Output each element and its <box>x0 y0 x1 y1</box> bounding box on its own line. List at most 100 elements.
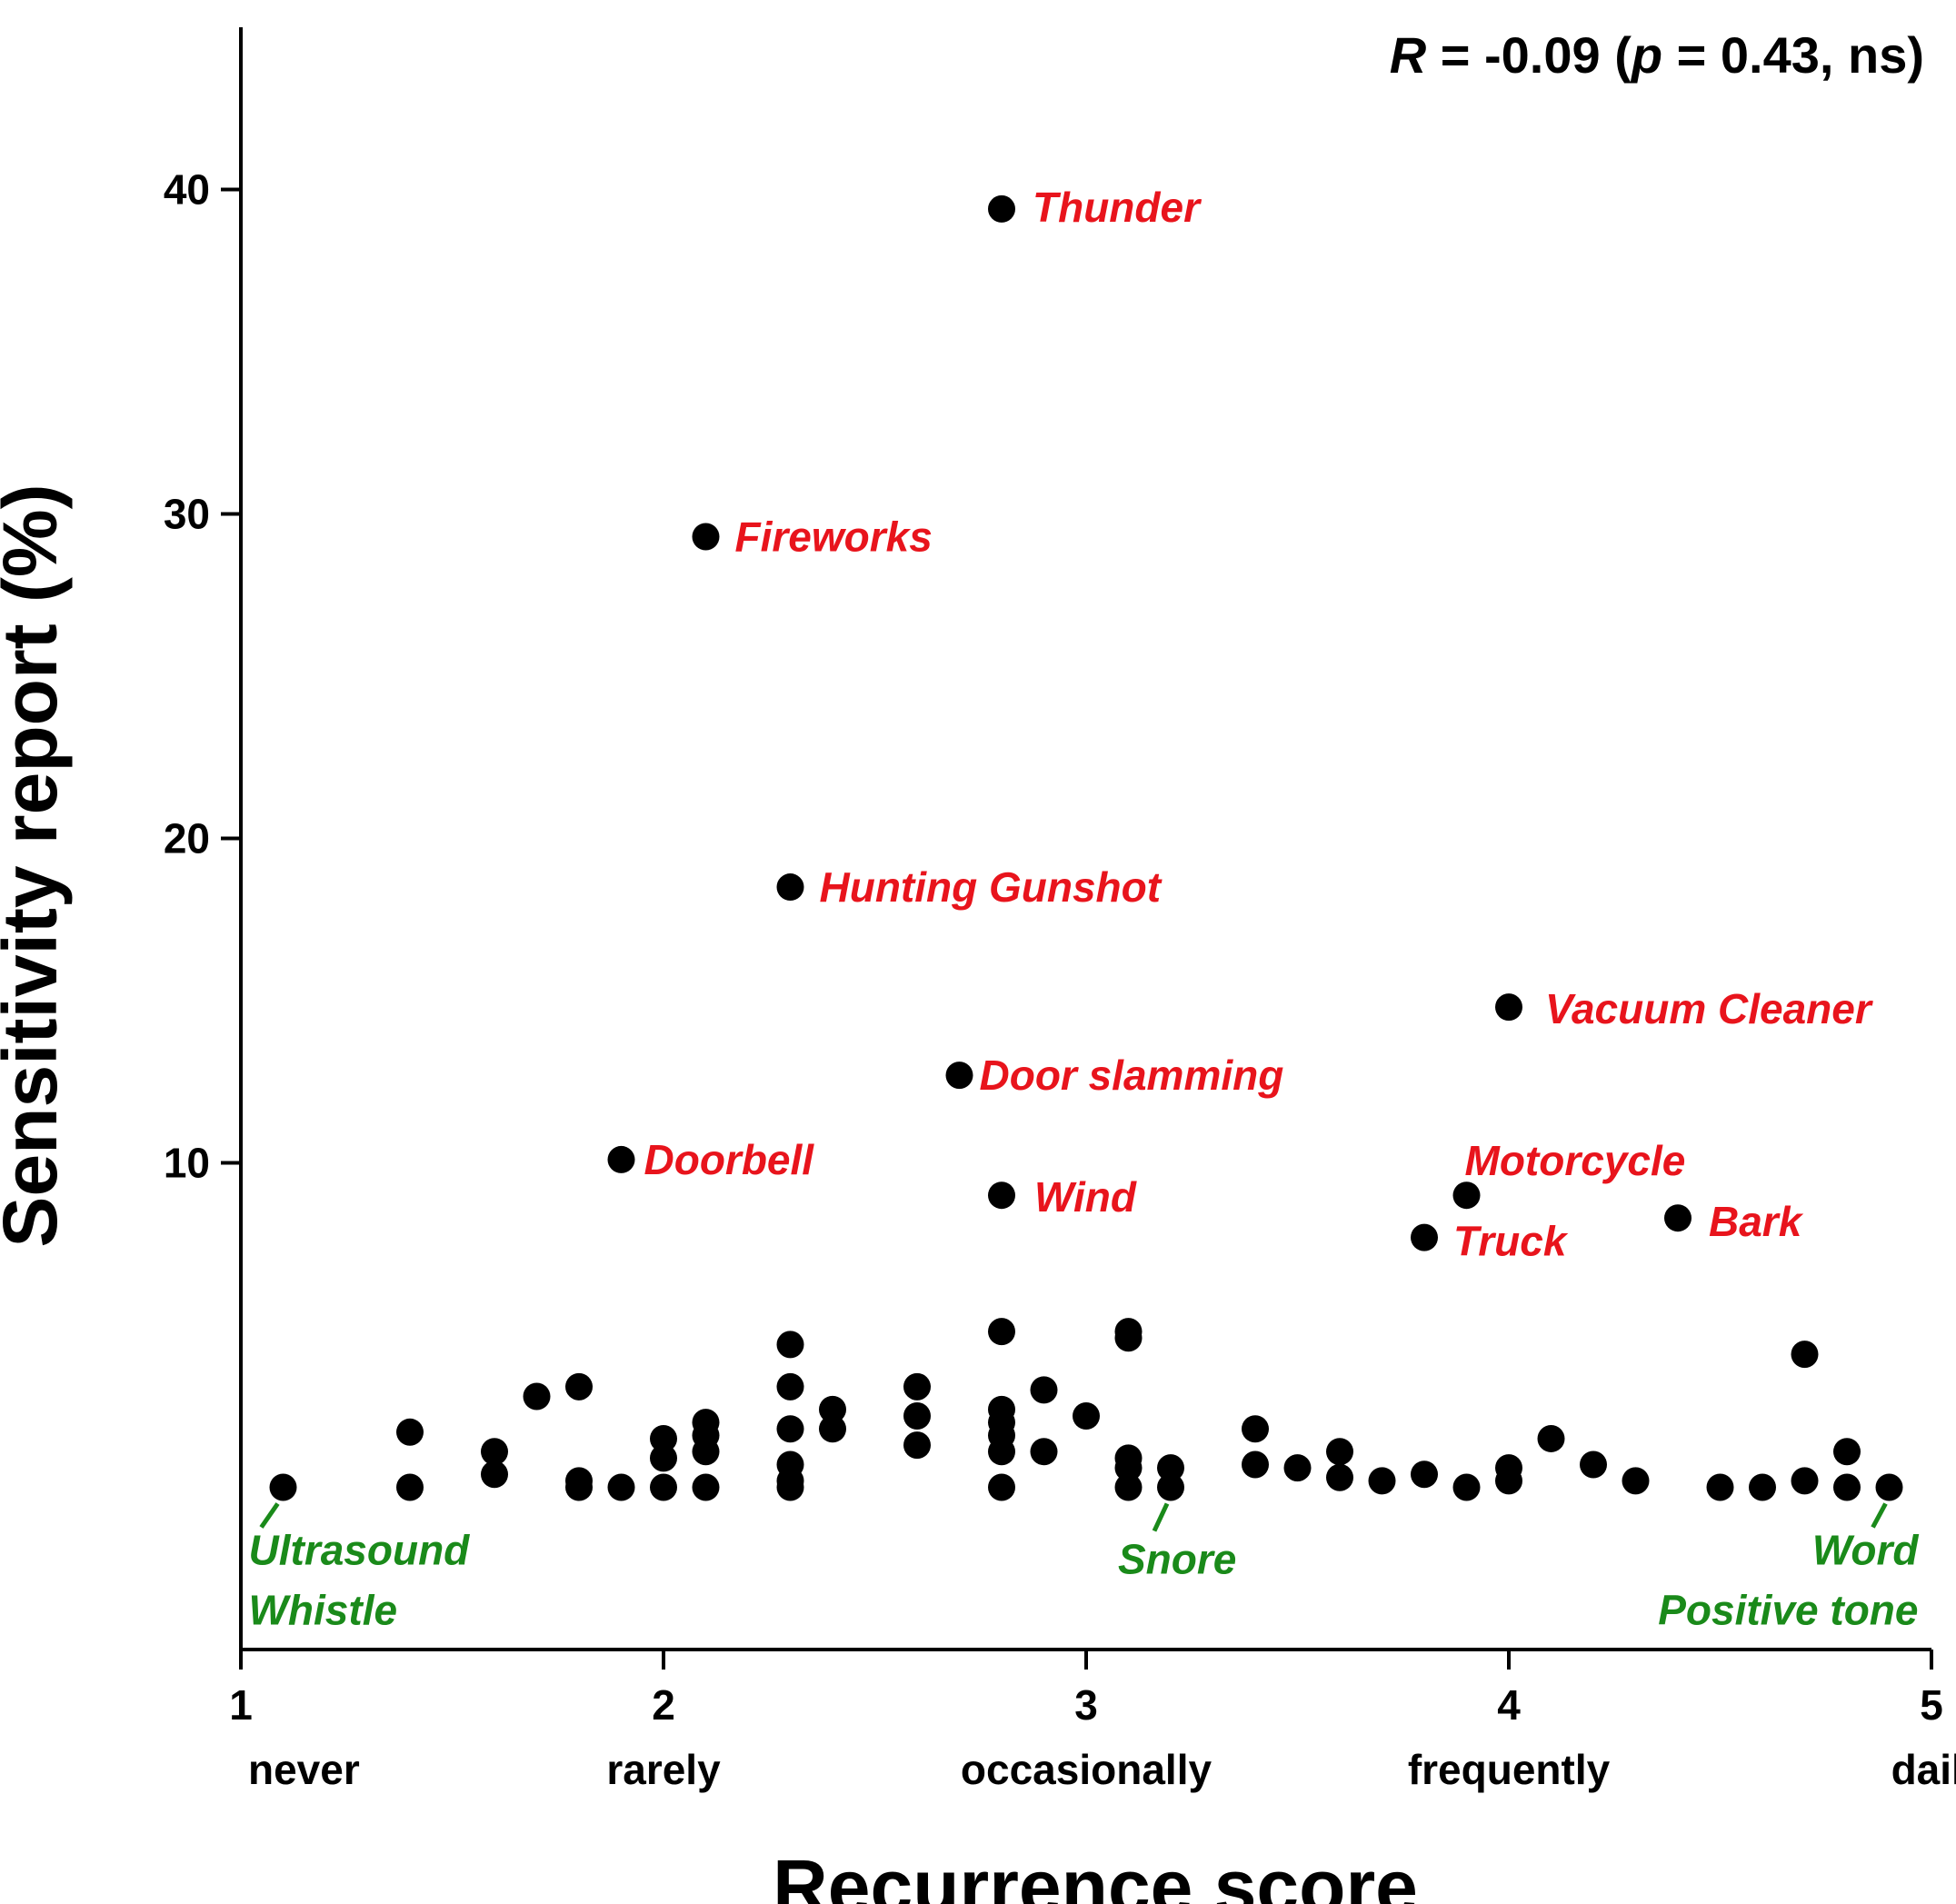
data-point <box>1706 1473 1734 1501</box>
data-point <box>607 1145 635 1173</box>
x-axis-title: Recurrence score <box>773 1844 1418 1904</box>
data-point <box>396 1473 424 1501</box>
data-point <box>1833 1438 1861 1466</box>
point-label: Truck <box>1453 1218 1569 1265</box>
data-point <box>1114 1324 1143 1352</box>
data-point <box>1495 993 1522 1022</box>
data-point <box>1875 1473 1903 1501</box>
y-tick-label: 20 <box>164 815 210 862</box>
x-category-label: never <box>248 1746 360 1793</box>
data-point <box>1495 1467 1522 1495</box>
point-label: Whistle <box>249 1587 398 1634</box>
data-point <box>523 1382 551 1411</box>
x-category-label: occasionally <box>961 1746 1213 1793</box>
x-tick-label: 2 <box>652 1681 675 1729</box>
data-point <box>903 1372 931 1401</box>
point-label: Snore <box>1118 1536 1236 1583</box>
data-point <box>903 1431 931 1460</box>
point-label: Positive tone <box>1658 1587 1918 1634</box>
data-point <box>1368 1467 1396 1495</box>
x-tick-label: 5 <box>1920 1681 1943 1729</box>
point-labels: Thunder Fireworks Hunting Gunshot Vacuum Cl… <box>249 184 1920 1634</box>
data-point <box>1452 1473 1481 1501</box>
label-leader-line <box>259 1502 280 1529</box>
y-tick-label: 40 <box>164 166 210 214</box>
data-point <box>776 873 804 902</box>
point-label: Bark <box>1709 1198 1804 1245</box>
data-point <box>945 1062 973 1090</box>
data-point <box>1452 1181 1481 1210</box>
data-point <box>1749 1473 1776 1501</box>
data-point <box>1157 1454 1184 1482</box>
r-symbol: R <box>1390 26 1427 84</box>
data-point <box>1537 1424 1565 1452</box>
data-point <box>1283 1454 1312 1482</box>
point-label: Vacuum Cleaner <box>1545 985 1873 1032</box>
data-point <box>692 1473 720 1501</box>
data-point <box>1791 1467 1819 1495</box>
data-point <box>1411 1223 1438 1251</box>
x-ticks: 1 never 2 rarely 3 occasionally 4 frequently 5 da… <box>229 1650 1956 1793</box>
data-point <box>565 1372 593 1401</box>
data-point <box>269 1473 297 1501</box>
point-label: Hunting Gunshot <box>820 863 1163 911</box>
data-point <box>988 1438 1015 1466</box>
y-ticks: 10 20 30 40 <box>164 166 241 1187</box>
data-point <box>650 1424 677 1452</box>
x-tick-label: 3 <box>1074 1681 1098 1729</box>
x-category-label: daily <box>1891 1746 1956 1793</box>
label-leader-line <box>1152 1502 1170 1532</box>
x-category-label: frequently <box>1408 1746 1611 1793</box>
point-label: Motorcycle <box>1465 1137 1686 1184</box>
point-label: Doorbell <box>644 1136 815 1183</box>
x-tick-label: 1 <box>229 1681 253 1729</box>
x-tick-label: 4 <box>1497 1681 1521 1729</box>
data-point <box>1326 1438 1353 1466</box>
data-point <box>988 194 1015 223</box>
y-tick-label: 10 <box>164 1140 210 1187</box>
data-point <box>1030 1438 1058 1466</box>
label-leader-line <box>1871 1502 1888 1529</box>
data-point <box>481 1460 508 1489</box>
data-point <box>776 1415 804 1443</box>
y-tick-label: 30 <box>164 491 210 538</box>
data-point <box>819 1415 846 1443</box>
data-point <box>650 1473 677 1501</box>
data-point <box>396 1418 424 1446</box>
data-point <box>692 1438 720 1466</box>
data-point <box>776 1473 804 1501</box>
x-category-label: rarely <box>606 1746 721 1793</box>
data-point <box>1030 1376 1058 1404</box>
data-point <box>650 1444 677 1472</box>
point-label: Thunder <box>1033 184 1202 231</box>
data-point <box>692 523 720 551</box>
data-point <box>1157 1473 1184 1501</box>
r-value-text: = -0.09 ( <box>1426 26 1632 84</box>
data-point <box>1073 1401 1100 1430</box>
axes: 10 20 30 40 1 never 2 rarely 3 occasionally 4 freq… <box>164 27 1956 1793</box>
data-point <box>1242 1450 1269 1479</box>
data-point <box>1833 1473 1861 1501</box>
data-point <box>776 1372 804 1401</box>
data-point <box>1114 1454 1143 1482</box>
data-point <box>819 1395 846 1423</box>
correlation-annotation: R = -0.09 (p = 0.43, ns) <box>1390 26 1924 84</box>
point-label: Word <box>1812 1527 1920 1574</box>
data-point <box>1411 1460 1438 1489</box>
data-point <box>1664 1204 1692 1232</box>
y-axis-title: Sensitivity report (%) <box>0 483 73 1247</box>
p-value-text: = 0.43, ns) <box>1662 26 1924 84</box>
data-point <box>607 1473 635 1501</box>
point-label: Ultrasound <box>249 1527 471 1574</box>
data-point <box>481 1438 508 1466</box>
data-point <box>776 1331 804 1359</box>
data-point <box>988 1181 1015 1210</box>
data-point <box>1791 1341 1819 1369</box>
data-point <box>565 1473 593 1501</box>
point-label: Fireworks <box>735 513 933 560</box>
data-point <box>1622 1467 1650 1495</box>
point-label: Wind <box>1034 1173 1137 1221</box>
data-point <box>1114 1473 1143 1501</box>
data-point <box>1326 1463 1353 1491</box>
